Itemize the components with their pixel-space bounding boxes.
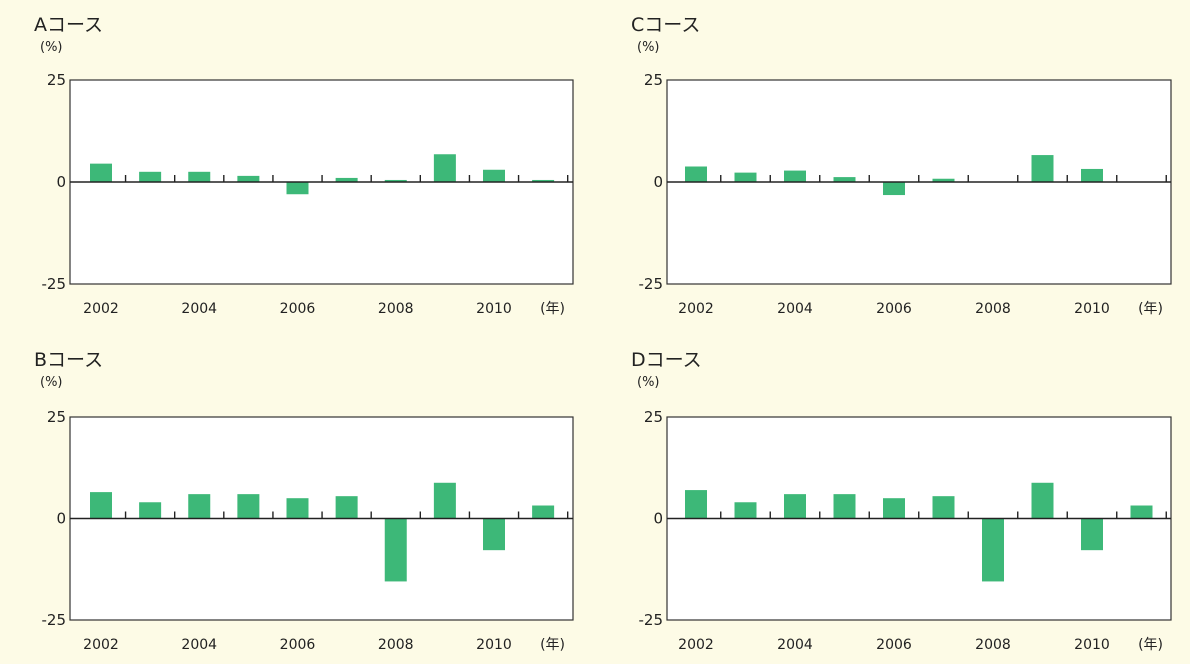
y-tick-label: 25 <box>47 408 66 426</box>
bar <box>90 163 112 182</box>
x-tick-label: 2004 <box>181 301 217 317</box>
x-tick-label: 2008 <box>378 637 414 653</box>
chart-title: Aコース <box>34 14 103 36</box>
bar <box>1081 168 1103 182</box>
chart-panel-4: Dコース (%) 25 0 -25 2002 2004 2006 2008 2010 (年) <box>631 349 1172 653</box>
bar <box>483 169 505 182</box>
x-tick-label: 2006 <box>876 637 912 653</box>
bar <box>1081 518 1103 551</box>
y-tick-label: 0 <box>56 510 66 528</box>
y-axis-unit: (%) <box>637 40 660 55</box>
y-tick-label: 25 <box>47 71 66 89</box>
chart-panel-2: Cコース (%) 25 0 -25 2002 2004 2006 2008 2010 (年) <box>631 14 1172 317</box>
bar <box>784 494 806 519</box>
x-tick-label: 2010 <box>1074 301 1110 317</box>
chart-title: Bコース <box>34 349 103 371</box>
y-axis-unit: (%) <box>637 375 660 390</box>
bar <box>384 179 407 182</box>
chart-title: Cコース <box>631 14 700 36</box>
x-tick-label: 2010 <box>1074 637 1110 653</box>
bar <box>932 178 955 182</box>
y-tick-label: -25 <box>42 275 67 293</box>
bar <box>335 496 358 519</box>
bar <box>433 154 456 182</box>
y-axis-unit: (%) <box>40 375 63 390</box>
x-tick-label: 2008 <box>378 301 414 317</box>
bar <box>883 182 905 196</box>
bar <box>685 490 707 519</box>
x-tick-label: 2002 <box>678 637 714 653</box>
y-tick-label: -25 <box>42 611 67 629</box>
bar <box>734 502 757 519</box>
bar <box>1031 155 1054 182</box>
y-tick-label: 0 <box>653 510 663 528</box>
chart-title: Dコース <box>631 349 702 371</box>
bar <box>1130 505 1153 519</box>
bar <box>833 177 856 182</box>
bar <box>139 171 162 182</box>
bar <box>932 496 955 519</box>
bar <box>188 494 211 519</box>
bar <box>335 177 358 182</box>
x-tick-label: 2006 <box>280 301 316 317</box>
y-tick-label: 0 <box>653 173 663 191</box>
bar <box>90 492 112 519</box>
x-tick-label: 2006 <box>876 301 912 317</box>
bar <box>286 182 309 195</box>
y-axis-unit: (%) <box>40 40 63 55</box>
chart-panel-1: Aコース (%) 25 0 -25 2002 2004 2006 2008 2010 (年) <box>34 14 574 317</box>
x-tick-label: 2010 <box>476 637 512 653</box>
chart-panel-3: Bコース (%) 25 0 -25 2002 2004 2006 2008 2010 (年) <box>34 349 574 653</box>
bar <box>833 494 856 519</box>
x-axis-unit: (年) <box>1138 301 1163 317</box>
bar <box>1031 482 1054 519</box>
x-tick-label: 2008 <box>975 637 1011 653</box>
x-tick-label: 2002 <box>83 637 119 653</box>
x-tick-label: 2004 <box>777 637 813 653</box>
x-axis-unit: (年) <box>540 637 565 653</box>
y-tick-label: 25 <box>644 71 663 89</box>
x-tick-label: 2008 <box>975 301 1011 317</box>
bar <box>532 179 555 182</box>
bar <box>384 518 407 582</box>
bar <box>483 518 505 551</box>
x-axis-unit: (年) <box>540 301 565 317</box>
x-tick-label: 2010 <box>476 301 512 317</box>
x-tick-label: 2004 <box>181 637 217 653</box>
y-tick-label: -25 <box>639 611 664 629</box>
bar <box>685 166 707 182</box>
bar <box>286 498 309 519</box>
bar <box>237 494 260 519</box>
x-tick-label: 2002 <box>678 301 714 317</box>
x-tick-label: 2002 <box>83 301 119 317</box>
bar <box>237 175 260 182</box>
bar <box>433 482 456 519</box>
x-tick-label: 2006 <box>280 637 316 653</box>
x-tick-label: 2004 <box>777 301 813 317</box>
y-tick-label: 0 <box>56 173 66 191</box>
bar <box>139 502 162 519</box>
bar <box>532 505 555 519</box>
y-tick-label: -25 <box>639 275 664 293</box>
bar <box>188 171 211 182</box>
bar <box>982 518 1004 582</box>
bar <box>784 170 806 182</box>
x-axis-unit: (年) <box>1138 637 1163 653</box>
bar <box>883 498 905 519</box>
bar <box>734 172 757 182</box>
y-tick-label: 25 <box>644 408 663 426</box>
